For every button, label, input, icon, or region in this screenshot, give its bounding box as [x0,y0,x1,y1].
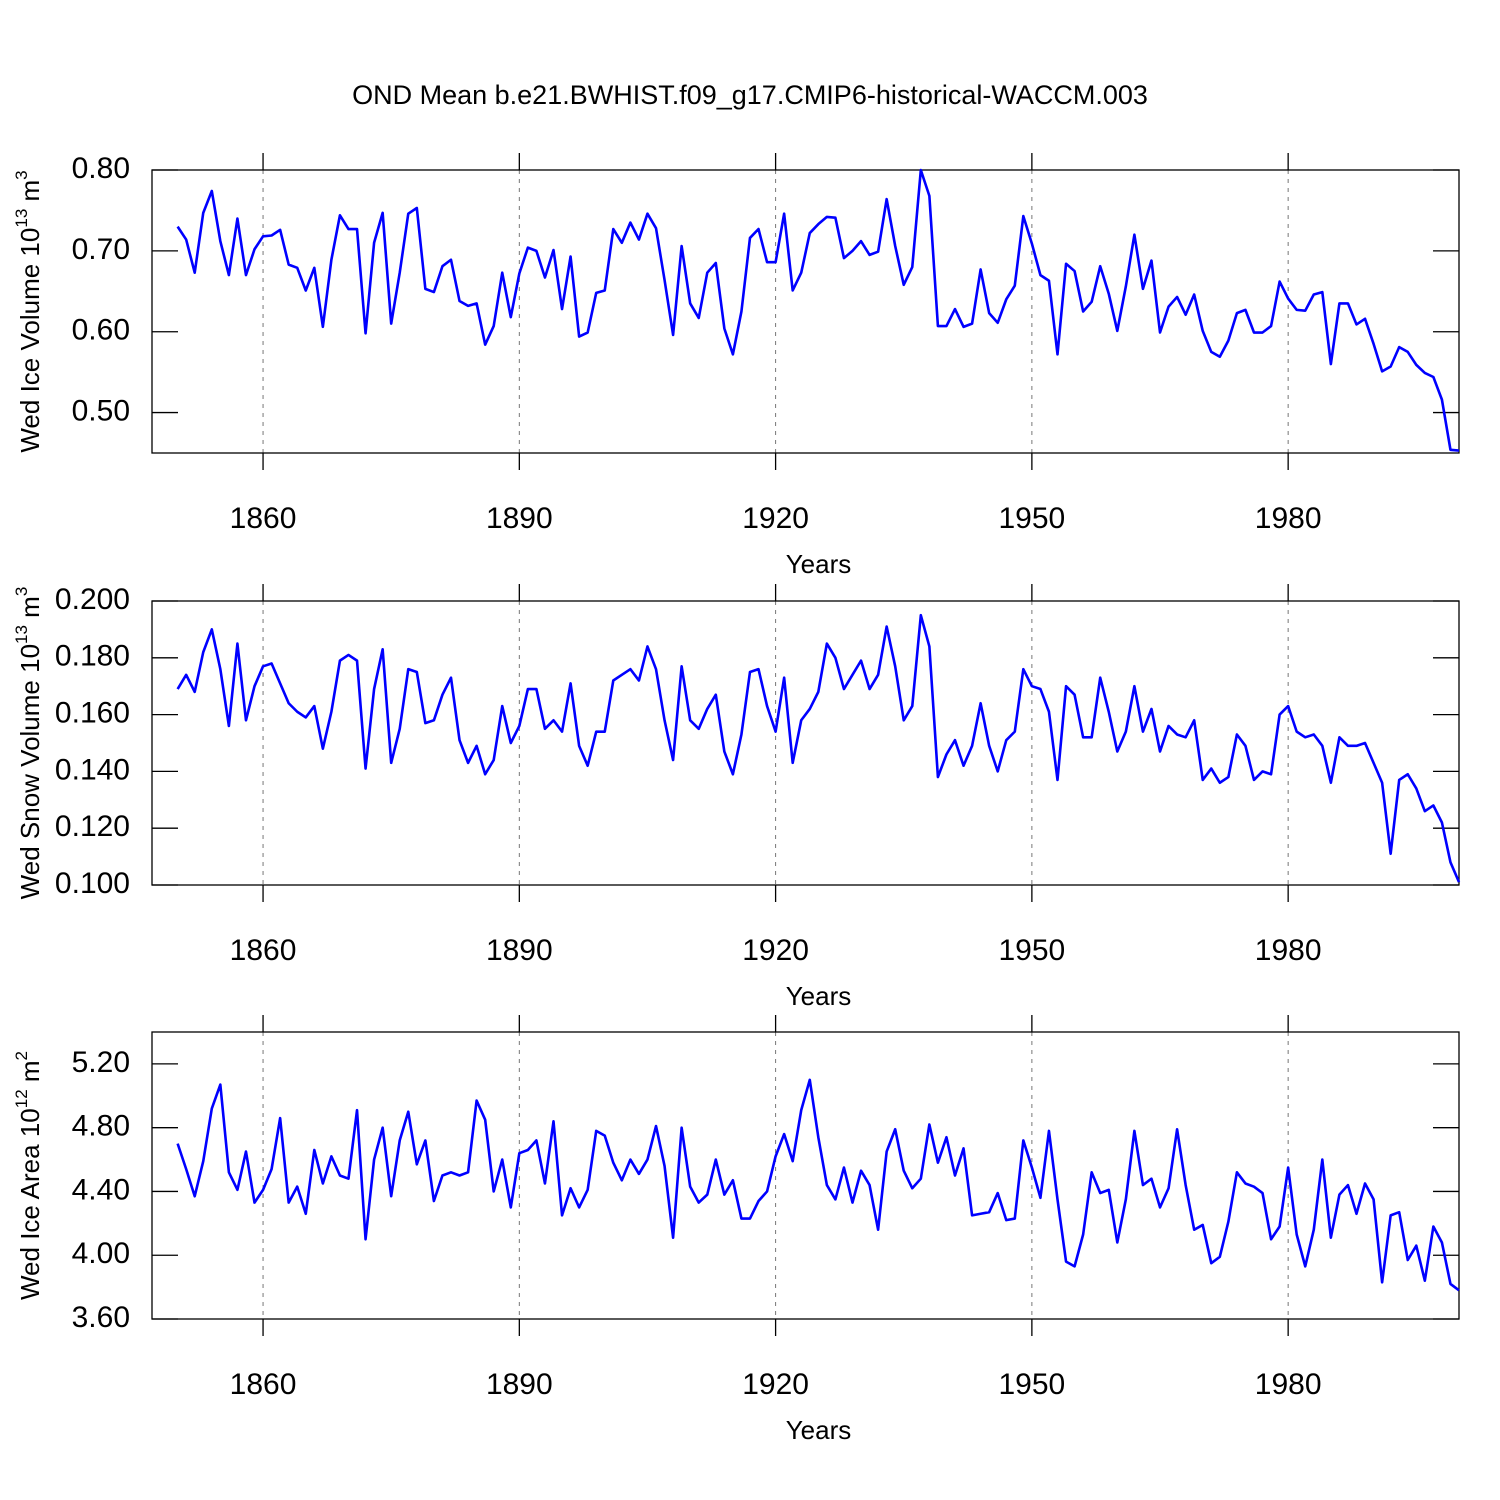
y-tick-label: 0.80 [72,152,130,185]
y-axis-label: Wed Snow Volume 1013 m3 [12,587,45,900]
x-tick-label: 1950 [999,502,1066,535]
y-tick-label: 0.140 [55,753,130,786]
data-line [176,168,1460,452]
y-axis-label: Wed Ice Area 1012 m2 [12,1051,45,1300]
data-line [176,613,1461,883]
y-tick-label: 0.100 [55,867,130,900]
x-tick-label: 1890 [486,1368,553,1401]
y-tick-label: 4.00 [72,1237,130,1270]
y-axis-label-part: m [15,1060,45,1089]
y-axis-label-part: Wed Ice Volume 10 [15,228,45,453]
chart-title: OND Mean b.e21.BWHIST.f09_g17.CMIP6-hist… [352,80,1148,110]
x-tick-label: 1860 [230,934,297,967]
plot-frame [151,600,1460,886]
x-tick-label: 1920 [742,502,809,535]
x-tick-label: 1860 [230,502,297,535]
data-line [176,1078,1460,1292]
x-tick-label: 1950 [999,1368,1066,1401]
y-axis-label-part: Wed Snow Volume 10 [15,644,45,899]
y-tick-label: 4.80 [72,1110,130,1143]
x-axis-label: Years [786,1415,852,1445]
y-tick-label: 0.200 [55,583,130,616]
y-axis-label: Wed Ice Volume 1013 m3 [12,170,45,452]
y-axis-label-part: Wed Ice Area 10 [15,1108,45,1300]
y-axis-label-part: 3 [12,170,31,179]
y-tick-label: 0.120 [55,810,130,843]
x-axis-label: Years [786,549,852,579]
x-tick-label: 1920 [742,934,809,967]
y-axis-label-part: 2 [12,1051,31,1060]
y-tick-label: 0.60 [72,314,130,347]
x-tick-label: 1890 [486,934,553,967]
y-axis-label-part: m [15,180,45,209]
x-tick-label: 1890 [486,502,553,535]
y-tick-label: 0.180 [55,640,130,673]
x-tick-label: 1980 [1255,1368,1322,1401]
y-axis-label-part: 12 [12,1089,31,1108]
y-tick-label: 3.60 [72,1301,130,1334]
x-tick-label: 1920 [742,1368,809,1401]
y-axis-label-part: 13 [12,625,31,644]
x-tick-label: 1860 [230,1368,297,1401]
y-tick-label: 0.50 [72,394,130,427]
y-tick-label: 5.20 [72,1046,130,1079]
y-tick-label: 0.160 [55,697,130,730]
y-axis-label-part: 13 [12,209,31,228]
y-axis-label-part: m [15,596,45,625]
plot-frame [151,1031,1460,1320]
y-axis-label-part: 3 [12,587,31,596]
y-tick-label: 4.40 [72,1173,130,1206]
x-tick-label: 1980 [1255,934,1322,967]
x-tick-label: 1980 [1255,502,1322,535]
y-tick-label: 0.70 [72,233,130,266]
plot-frame [151,169,1460,454]
x-tick-label: 1950 [999,934,1066,967]
x-axis-label: Years [786,981,852,1011]
